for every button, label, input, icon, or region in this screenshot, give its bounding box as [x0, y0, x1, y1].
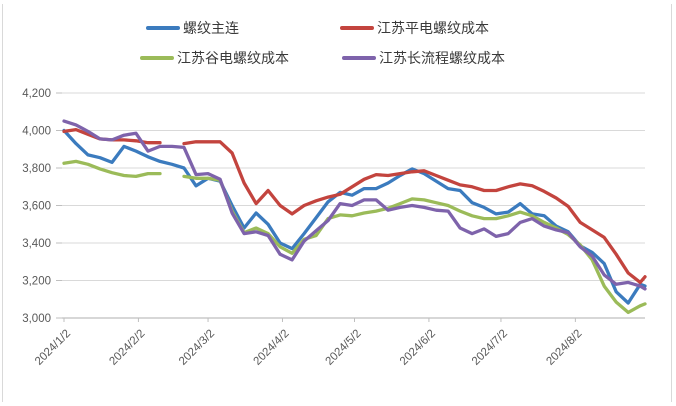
- x-axis-label: 2024/4/2: [251, 328, 291, 368]
- legend-marker-jiangsu-flat-power-cost: [340, 25, 374, 31]
- legend-item-jiangsu-flat-power-cost: 江苏平电螺纹成本: [340, 19, 489, 37]
- series-line-rebar-futures: [62, 128, 647, 305]
- legend-item-rebar-futures: 螺纹主连: [146, 19, 239, 37]
- x-axis-label: 2024/7/2: [470, 328, 510, 368]
- x-axis-label: 2024/5/2: [323, 328, 363, 368]
- y-axis-label: 4,000: [22, 126, 51, 138]
- x-axis-label: 2024/1/2: [33, 328, 73, 368]
- legend-marker-rebar-futures: [146, 25, 180, 31]
- y-axis-label: 3,000: [22, 313, 51, 325]
- legend-marker-jiangsu-long-process-cost: [342, 55, 376, 61]
- legend-marker-jiangsu-valley-power-cost: [140, 55, 174, 61]
- x-axis-label: 2024/6/2: [398, 328, 438, 368]
- x-axis-label: 2024/2/2: [107, 328, 147, 368]
- legend-item-jiangsu-valley-power-cost: 江苏谷电螺纹成本: [140, 49, 289, 67]
- x-axis-label: 2024/8/2: [544, 328, 584, 368]
- y-axis-label: 3,600: [22, 201, 51, 213]
- legend-label-jiangsu-flat-power-cost: 江苏平电螺纹成本: [377, 20, 489, 36]
- y-axis-label: 3,200: [22, 276, 51, 288]
- legend-label-rebar-futures: 螺纹主连: [183, 20, 239, 36]
- x-axis-label: 2024/3/2: [177, 328, 217, 368]
- legend-item-jiangsu-long-process-cost: 江苏长流程螺纹成本: [342, 49, 505, 67]
- series-line-jiangsu-long-process-cost: [62, 119, 647, 291]
- y-axis-label: 3,800: [22, 163, 51, 175]
- y-axis-label: 3,400: [22, 238, 51, 250]
- y-axis-label: 4,200: [22, 88, 51, 100]
- legend-label-jiangsu-valley-power-cost: 江苏谷电螺纹成本: [177, 50, 289, 66]
- legend-label-jiangsu-long-process-cost: 江苏长流程螺纹成本: [379, 50, 505, 66]
